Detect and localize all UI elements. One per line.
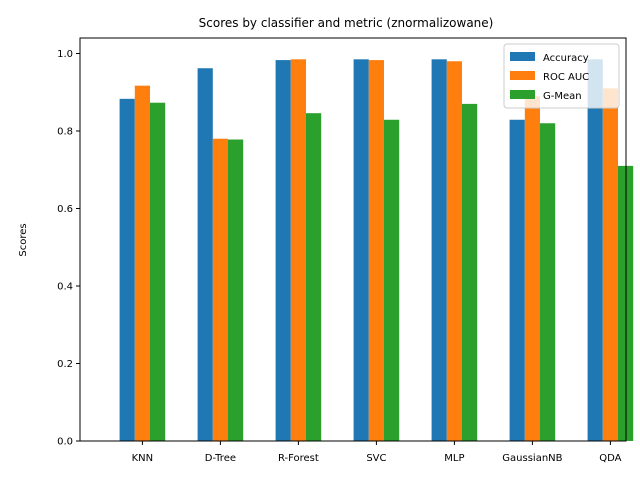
bar-accuracy-gaussiannb [509, 119, 525, 441]
y-tick-label: 0.6 [57, 204, 73, 215]
bar-roc-auc-knn [134, 85, 150, 441]
x-tick-label: GaussianNB [502, 453, 562, 464]
y-tick-label: 0.4 [57, 282, 73, 293]
bar-accuracy-svc [353, 59, 369, 442]
legend-swatch [510, 52, 535, 61]
bar-accuracy-knn [119, 98, 135, 441]
x-tick-label: QDA [599, 453, 621, 464]
x-tick-label: KNN [132, 453, 154, 464]
bar-accuracy-mlp [431, 59, 447, 442]
bar-g-mean-mlp [462, 103, 478, 441]
legend-label: G-Mean [543, 91, 582, 102]
y-tick-label: 1.0 [57, 49, 73, 60]
bar-roc-auc-r-forest [290, 59, 306, 442]
x-axis: KNN D-Tree R-Forest SVC MLP GaussianNB QDA [132, 441, 622, 464]
legend-label: ROC AUC [543, 72, 589, 83]
y-axis-label: Scores [18, 223, 29, 256]
y-tick-label: 0.8 [57, 127, 73, 138]
bar-roc-auc-mlp [446, 61, 462, 441]
x-tick-label: MLP [444, 453, 464, 464]
legend-label: Accuracy [543, 53, 589, 64]
bar-g-mean-r-forest [306, 113, 322, 442]
legend: Accuracy ROC AUC G-Mean [503, 43, 620, 109]
bars-group [119, 59, 634, 442]
bar-g-mean-svc [384, 119, 400, 441]
bar-accuracy-d-tree [197, 68, 213, 441]
y-tick-label: 0.0 [57, 437, 73, 448]
bar-roc-auc-d-tree [212, 138, 228, 441]
legend-swatch [510, 71, 535, 80]
legend-swatch [510, 90, 535, 99]
x-tick-label: SVC [366, 453, 386, 464]
bar-g-mean-knn [150, 102, 166, 442]
bar-roc-auc-svc [368, 60, 384, 442]
x-tick-label: D-Tree [205, 453, 236, 464]
plot-frame [79, 37, 627, 442]
bar-accuracy-qda [587, 59, 603, 442]
y-tick-label: 0.2 [57, 359, 73, 370]
chart-title: Scores by classifier and metric (znormal… [199, 16, 494, 30]
bar-roc-auc-qda [602, 88, 618, 442]
bar-accuracy-r-forest [275, 60, 291, 442]
y-axis: 0.0 0.2 0.4 0.6 0.8 1.0 [57, 49, 80, 448]
bar-roc-auc-gaussiannb [524, 96, 540, 442]
x-tick-label: R-Forest [278, 453, 319, 464]
bar-g-mean-d-tree [228, 139, 244, 441]
bar-g-mean-gaussiannb [540, 123, 556, 441]
